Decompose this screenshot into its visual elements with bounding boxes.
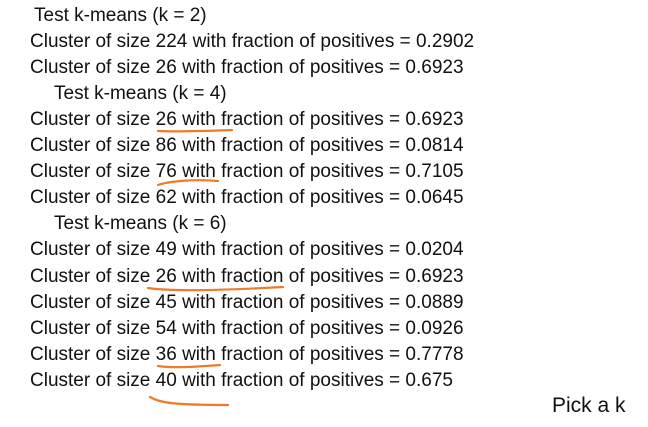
result-line: Cluster of size 26 with fraction of posi… bbox=[30, 57, 464, 78]
result-line: Cluster of size 54 with fraction of posi… bbox=[30, 318, 464, 339]
result-line: Cluster of size 26 with fraction of posi… bbox=[30, 266, 464, 287]
section-header-k6: Test k-means (k = 6) bbox=[54, 213, 227, 234]
result-line: Cluster of size 86 with fraction of posi… bbox=[30, 135, 464, 156]
result-line: Cluster of size 36 with fraction of posi… bbox=[30, 344, 464, 365]
section-header-k4: Test k-means (k = 4) bbox=[54, 83, 227, 104]
section-header-k2: Test k-means (k = 2) bbox=[34, 5, 207, 26]
result-line: Cluster of size 49 with fraction of posi… bbox=[30, 239, 464, 260]
result-line: Cluster of size 40 with fraction of posi… bbox=[30, 370, 453, 391]
pick-a-k-note: Pick a k bbox=[552, 394, 626, 417]
result-line: Cluster of size 224 with fraction of pos… bbox=[30, 31, 475, 52]
result-line: Cluster of size 26 with fraction of posi… bbox=[30, 109, 464, 130]
result-line: Cluster of size 45 with fraction of posi… bbox=[30, 292, 464, 313]
result-line: Cluster of size 76 with fraction of posi… bbox=[30, 161, 464, 182]
result-line: Cluster of size 62 with fraction of posi… bbox=[30, 187, 464, 208]
underline-k6-40 bbox=[148, 395, 230, 407]
